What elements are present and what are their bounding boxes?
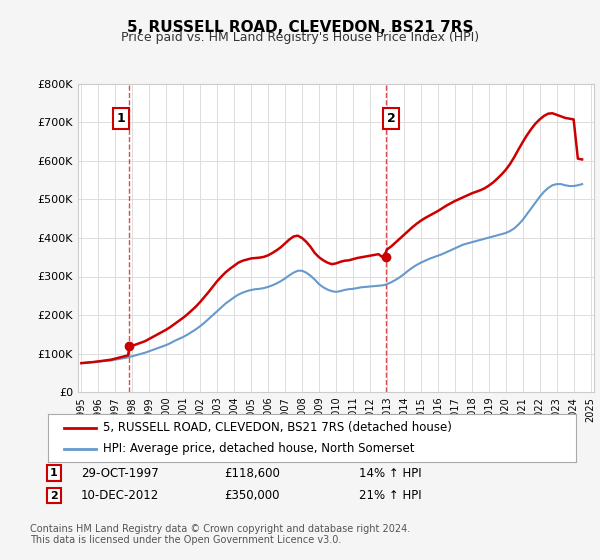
Text: 21% ↑ HPI: 21% ↑ HPI xyxy=(359,489,421,502)
Text: 2: 2 xyxy=(386,112,395,125)
Text: £118,600: £118,600 xyxy=(224,466,280,480)
Text: 1: 1 xyxy=(116,112,125,125)
Text: Contains HM Land Registry data © Crown copyright and database right 2024.
This d: Contains HM Land Registry data © Crown c… xyxy=(30,524,410,545)
Text: HPI: Average price, detached house, North Somerset: HPI: Average price, detached house, Nort… xyxy=(103,442,415,455)
Text: £350,000: £350,000 xyxy=(224,489,280,502)
Text: 2: 2 xyxy=(50,491,58,501)
Text: 5, RUSSELL ROAD, CLEVEDON, BS21 7RS: 5, RUSSELL ROAD, CLEVEDON, BS21 7RS xyxy=(127,20,473,35)
Text: 29-OCT-1997: 29-OCT-1997 xyxy=(81,466,159,480)
Text: 1: 1 xyxy=(50,468,58,478)
Text: 5, RUSSELL ROAD, CLEVEDON, BS21 7RS (detached house): 5, RUSSELL ROAD, CLEVEDON, BS21 7RS (det… xyxy=(103,421,452,434)
Text: 14% ↑ HPI: 14% ↑ HPI xyxy=(359,466,421,480)
Text: Price paid vs. HM Land Registry's House Price Index (HPI): Price paid vs. HM Land Registry's House … xyxy=(121,31,479,44)
Text: 10-DEC-2012: 10-DEC-2012 xyxy=(81,489,159,502)
